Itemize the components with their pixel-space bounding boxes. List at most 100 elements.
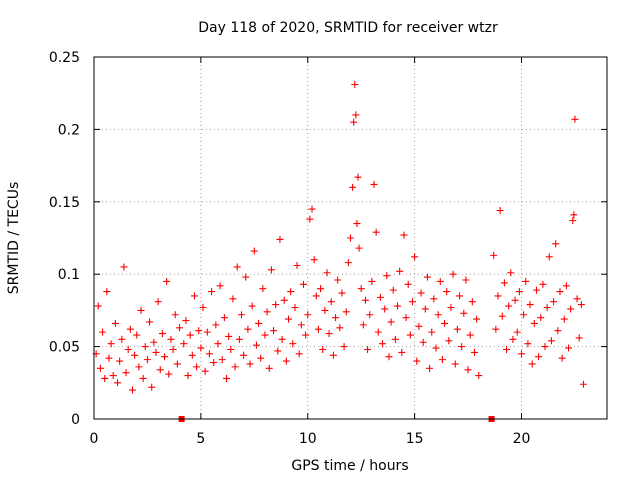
data-point [554,327,562,335]
data-point [248,302,256,310]
data-point [314,325,322,333]
data-point [118,335,126,343]
data-point [250,247,258,255]
y-tick-label: 0.2 [58,122,80,138]
data-point [394,302,402,310]
data-point [293,262,301,270]
data-point [577,301,585,309]
data-point [443,288,451,296]
data-point [231,363,239,371]
x-axis-label: GPS time / hours [291,458,408,474]
data-point [357,285,365,293]
data-point [426,364,434,372]
data-point [366,311,374,319]
data-point [96,364,104,372]
data-point [229,295,237,303]
data-point [545,253,553,261]
data-point [208,288,216,296]
data-point [515,288,523,296]
data-point [287,288,295,296]
y-tick-label: 0.15 [49,195,80,211]
data-point [267,266,275,274]
data-point [139,374,147,382]
plot-frame [93,56,608,420]
data-point [133,331,141,339]
data-point [259,285,267,293]
data-point [308,205,316,213]
data-point [438,356,446,364]
data-point [282,357,290,365]
data-point [291,304,299,312]
data-point [137,306,145,314]
data-point [244,325,252,333]
data-point [184,372,192,380]
grid-lines [94,57,607,419]
data-point [387,318,395,326]
data-point [334,276,342,284]
data-point [376,293,384,301]
data-point [385,353,393,361]
data-point [302,331,310,339]
data-point [430,295,438,303]
data-point [103,288,111,296]
y-tick-labels: 0 0.05 0.1 0.15 0.2 0.25 [49,50,80,428]
data-point [562,282,570,290]
data-point [415,322,423,330]
data-point [148,383,156,391]
data-point [347,234,354,242]
data-point [214,340,222,348]
data-point [205,350,213,358]
data-point [547,337,555,345]
data-point [255,319,263,327]
data-point [383,272,391,280]
x-tick-label: 20 [513,431,531,447]
data-point [235,335,243,343]
data-point [449,270,457,278]
data-point [451,360,459,368]
data-point [565,344,573,352]
data-point [364,345,372,353]
data-point [252,341,260,349]
data-point [494,292,502,300]
data-point [361,296,369,304]
data-point [498,312,506,320]
data-point [573,295,581,303]
data-point [344,259,352,267]
data-point [285,315,293,323]
data-point [453,325,461,333]
x-tick-label: 0 [90,431,99,447]
data-point [163,277,171,285]
data-point [323,269,331,277]
data-point [526,301,534,309]
data-point [265,364,273,372]
data-point [212,321,220,329]
data-point [436,277,444,285]
data-point [304,311,312,319]
data-point [199,304,207,312]
data-point [220,314,228,322]
data-point [569,217,577,225]
data-point [579,380,587,388]
data-point [404,280,412,288]
data-point [379,340,387,348]
data-point [423,273,431,281]
data-point [156,366,164,374]
data-point [111,319,119,327]
data-point [317,285,325,293]
data-point [114,379,122,387]
data-point [321,306,329,314]
y-tick-label: 0.05 [49,340,80,356]
x-tick-labels: 0 5 10 15 20 [90,431,531,447]
data-point [496,206,504,214]
axis-ticks [93,56,607,420]
data-point [101,374,109,382]
data-point [310,256,318,264]
data-point [280,296,288,304]
data-point [169,345,177,353]
data-point [539,280,547,288]
data-point [171,311,179,319]
data-point [381,305,389,313]
y-tick-label: 0.25 [49,50,80,66]
data-point [391,335,399,343]
